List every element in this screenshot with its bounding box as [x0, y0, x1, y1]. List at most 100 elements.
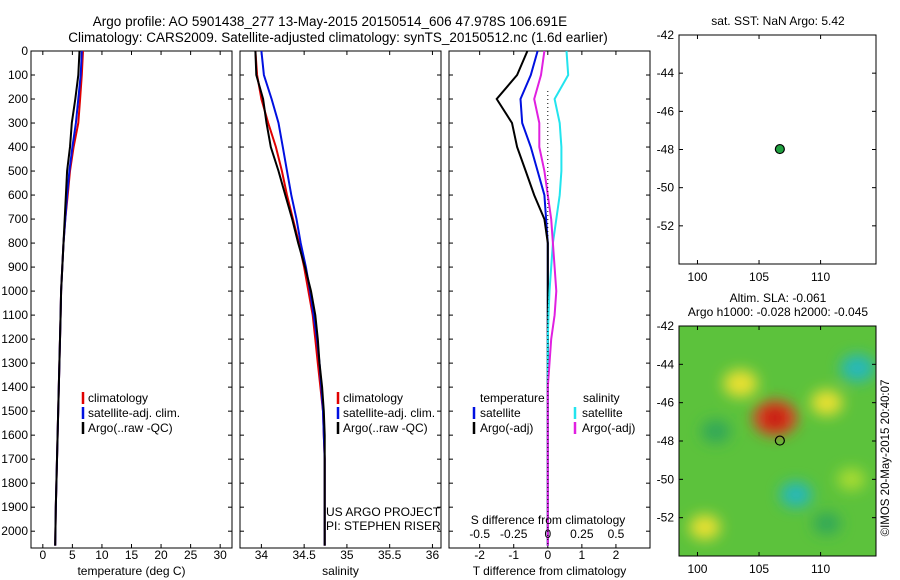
y-tick-label: 1500 [1, 404, 28, 418]
legend-label: satellite-adj. clim. [88, 406, 180, 420]
x-tick-label: 35.5 [378, 548, 402, 562]
legend-label: Argo(-adj) [582, 421, 635, 435]
y-tick-label: -50 [657, 181, 675, 195]
sst-map-panel: -42 -44 -46 -48 -50 -52 100 105 110 sat. SST: NaN… [657, 14, 877, 284]
series-line [546, 50, 570, 546]
y-tick-label: -46 [657, 396, 675, 410]
x-tick-label: -1 [508, 548, 519, 562]
y-tick-label: 1200 [1, 332, 28, 346]
legend-label: Argo(..raw -QC) [343, 421, 428, 435]
y-tick-label: 0 [21, 44, 28, 58]
sla-map-title: Altim. SLA: -0.061 [730, 291, 827, 305]
salinity-tick-label: -0.25 [500, 527, 528, 541]
temperature-panel: 0100200300400500600700800900100011001200… [1, 44, 233, 578]
x-tick-label: 110 [811, 270, 830, 284]
y-tick-label: 900 [8, 260, 28, 274]
anomaly-patch [837, 468, 866, 491]
project-annotation: US ARGO PROJECT [326, 505, 441, 519]
x-tick-label: 100 [687, 562, 707, 576]
legend-label: climatology [88, 391, 148, 405]
y-tick-label: 400 [8, 140, 28, 154]
x-tick-label: 105 [749, 270, 769, 284]
salinity-panel: 34 34.5 35 35.5 36 salinity climatologysatelli… [239, 50, 442, 578]
y-tick-label: 300 [8, 116, 28, 130]
y-tick-label: -42 [657, 319, 675, 333]
y-tick-label: 2000 [1, 524, 28, 538]
float-position-marker [774, 435, 785, 446]
y-tick-label: 1100 [2, 308, 28, 322]
credit-text: ©IMOS 20-May-2015 20:40:07 [880, 380, 892, 537]
y-tick-label: -52 [657, 219, 675, 233]
y-tick-label: 600 [8, 188, 28, 202]
y-tick-label: -48 [657, 143, 675, 157]
y-tick-label: 500 [8, 164, 28, 178]
y-tick-label: 1400 [1, 380, 28, 394]
title-line-1: Argo profile: AO 5901438_277 13-May-2015… [93, 14, 567, 29]
title-line-2: Climatology: CARS2009. Satellite-adjuste… [68, 30, 608, 45]
y-tick-label: 200 [8, 92, 28, 106]
salinity-axis-label: S difference from climatology [471, 513, 626, 527]
y-tick-label: 700 [8, 212, 28, 226]
sla-map-panel: -42 -44 -46 -48 -50 -52 100 105 110 Altim. SLA: -… [657, 291, 877, 576]
x-tick-label: 110 [811, 562, 830, 576]
y-tick-label: 1900 [1, 500, 28, 514]
y-tick-label: 1600 [1, 428, 28, 442]
anomaly-patch [840, 354, 875, 382]
y-tick-label: -46 [657, 104, 675, 118]
y-tick-label: -48 [657, 434, 675, 448]
y-tick-label: -50 [657, 472, 675, 486]
x-tick-label: 0 [39, 548, 46, 562]
series-line [533, 50, 558, 546]
x-tick-label: 30 [213, 548, 227, 562]
salinity-tick-label: 0.5 [608, 527, 625, 541]
anomaly-patch [812, 512, 841, 535]
y-tick-label: -52 [657, 511, 675, 525]
x-axis-label: salinity [322, 564, 359, 578]
anomaly-patch [779, 481, 812, 508]
difference-panel: -2 -1 0 1 2 T difference from climatology -0.5… [448, 50, 651, 578]
x-tick-label: 2 [613, 548, 620, 562]
x-tick-label: 0 [544, 548, 551, 562]
y-tick-label: 1800 [1, 476, 28, 490]
x-tick-label: 10 [95, 548, 109, 562]
y-tick-label: -44 [657, 357, 675, 371]
x-tick-label: 100 [687, 270, 707, 284]
legend-title: temperature [480, 391, 545, 405]
x-tick-label: 34.5 [292, 548, 316, 562]
legend-label: Argo(-adj) [480, 421, 533, 435]
series-line [254, 50, 326, 546]
legend-label: satellite-adj. clim. [343, 406, 435, 420]
plot-frame [448, 50, 651, 549]
x-axis-label: T difference from climatology [473, 564, 627, 578]
y-tick-label: -44 [657, 66, 675, 80]
salinity-tick-label: -0.5 [469, 527, 490, 541]
sla-map-subtitle: Argo h1000: -0.028 h2000: -0.045 [688, 305, 868, 319]
anomaly-patch [689, 514, 721, 540]
sst-map-title: sat. SST: NaN Argo: 5.42 [711, 14, 845, 28]
y-tick-label: -42 [657, 28, 675, 42]
y-tick-label: 100 [8, 68, 28, 82]
legend-label: Argo(..raw -QC) [88, 421, 173, 435]
x-tick-label: -2 [474, 548, 485, 562]
x-tick-label: 25 [184, 548, 198, 562]
y-tick-label: 800 [8, 236, 28, 250]
y-tick-label: 1300 [1, 356, 28, 370]
x-tick-label: 34 [255, 548, 269, 562]
plot-frame [239, 50, 442, 549]
legend-title: salinity [583, 391, 620, 405]
x-tick-label: 35 [340, 548, 354, 562]
legend-label: satellite [480, 406, 521, 420]
series-line [254, 50, 326, 546]
anomaly-patch [723, 369, 758, 398]
float-position-marker [774, 143, 785, 155]
heatmap-anomalies [689, 354, 875, 540]
legend-label: climatology [343, 391, 403, 405]
x-tick-label: 5 [69, 548, 76, 562]
series-line [519, 50, 549, 546]
anomaly-core [765, 408, 785, 428]
pi-annotation: PI: STEPHEN RISER [326, 519, 441, 533]
y-tick-label: 1700 [1, 452, 28, 466]
series-line [54, 50, 84, 546]
x-tick-label: 105 [749, 562, 769, 576]
